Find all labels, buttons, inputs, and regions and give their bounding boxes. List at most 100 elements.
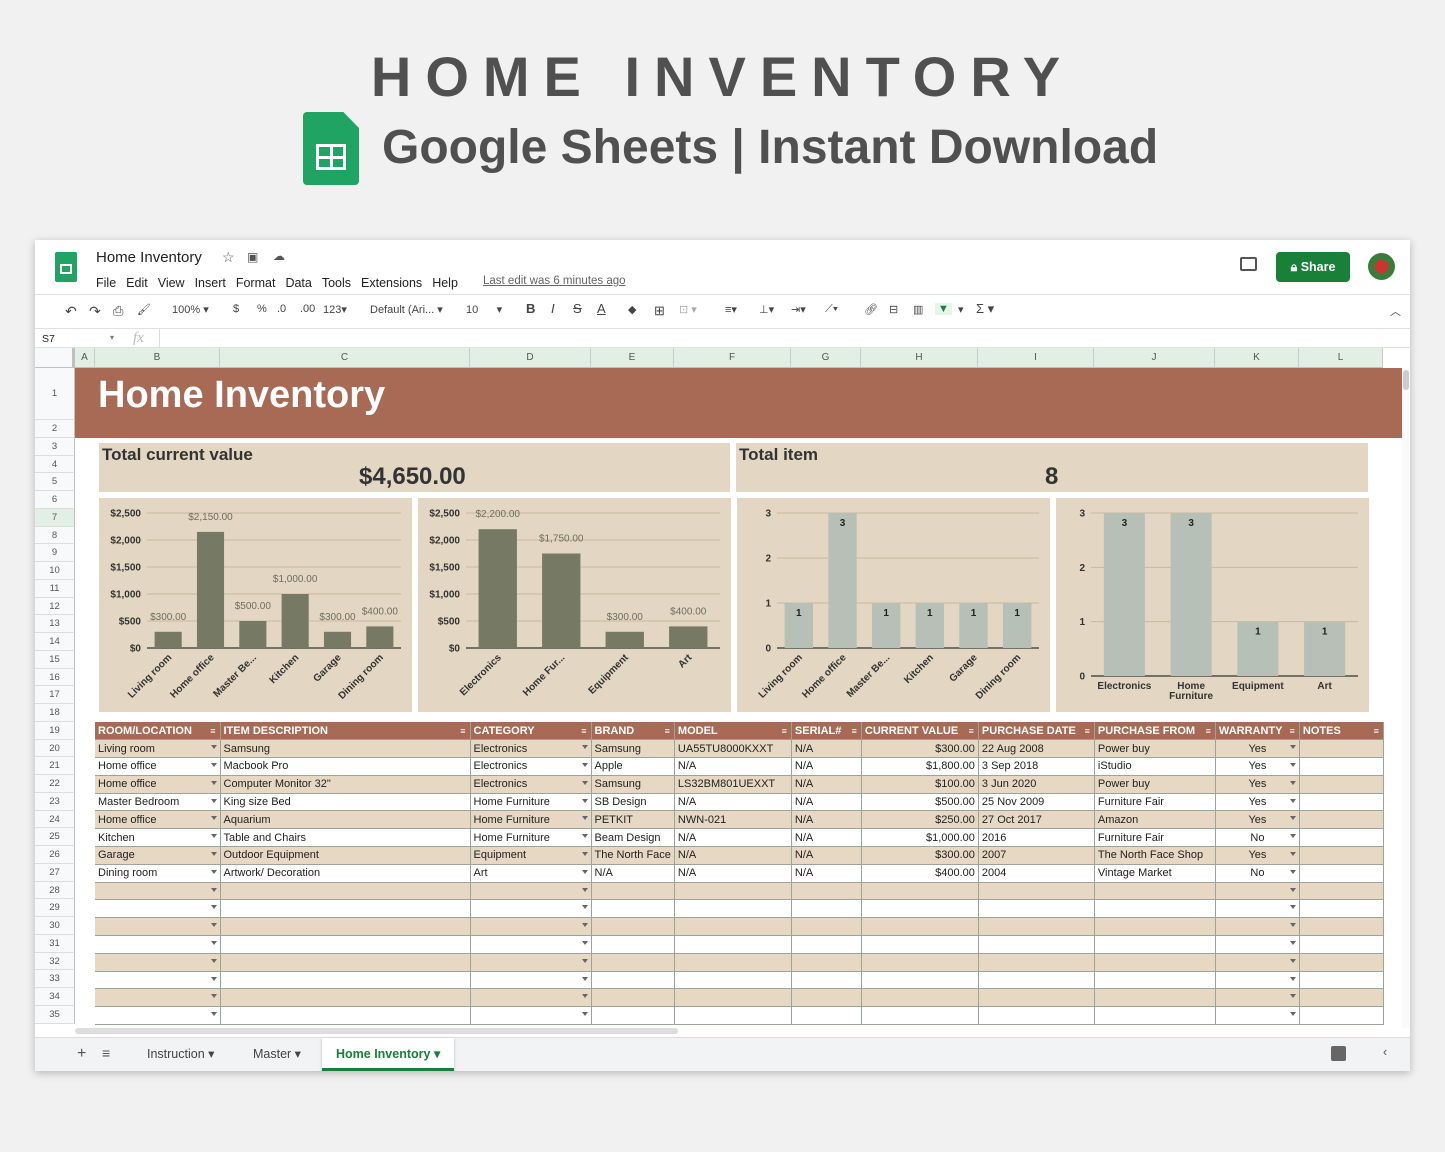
collapse-side-icon[interactable]: ‹ [1383, 1045, 1388, 1059]
cell-room-location[interactable] [95, 1006, 221, 1026]
cell-brand[interactable] [591, 935, 675, 954]
cell-category[interactable] [470, 935, 592, 954]
dropdown-icon[interactable] [1289, 905, 1296, 910]
cell-notes[interactable] [1299, 917, 1384, 937]
row-header-25[interactable]: 25 [35, 828, 75, 846]
cell-room-location[interactable]: Home office [95, 775, 221, 794]
filter-icon[interactable]: ≡ [1084, 726, 1090, 736]
cell-model[interactable] [674, 988, 792, 1008]
cell-room-location[interactable]: Garage [95, 846, 221, 865]
cell-room-location[interactable] [95, 899, 221, 919]
chevron-down-icon[interactable]: ▾ [204, 1047, 215, 1061]
dropdown-icon[interactable] [1289, 941, 1296, 946]
column-header-cell[interactable]: WARRANTY ≡ [1215, 722, 1300, 741]
cell-room-location[interactable]: Home office [95, 757, 221, 776]
comment-icon[interactable]: ⊟ [889, 304, 899, 316]
cell-item-description[interactable] [220, 1006, 471, 1026]
dropdown-icon[interactable] [581, 798, 588, 803]
strikethrough-button[interactable]: S [573, 301, 582, 316]
dropdown-icon[interactable] [210, 745, 217, 750]
filter-icon[interactable]: ≡ [968, 726, 974, 736]
corner-cell[interactable] [35, 348, 75, 368]
increase-decimal-button[interactable]: .00 [300, 303, 316, 315]
dropdown-icon[interactable] [1289, 1012, 1296, 1017]
cell-notes[interactable] [1299, 757, 1384, 776]
comments-icon[interactable] [1240, 257, 1257, 271]
cell-model[interactable] [674, 1006, 792, 1026]
cell-brand[interactable] [591, 882, 675, 901]
row-header-2[interactable]: 2 [35, 420, 75, 438]
cell-room-location[interactable] [95, 917, 221, 937]
cell-category[interactable] [470, 882, 592, 901]
cell-purchase-from[interactable]: Power buy [1094, 739, 1216, 759]
dropdown-icon[interactable] [210, 780, 217, 785]
column-header-I[interactable]: I [978, 348, 1094, 368]
cell-room-location[interactable] [95, 971, 221, 990]
bar[interactable] [1237, 621, 1279, 676]
undo-icon[interactable]: ↶ [65, 303, 77, 319]
dropdown-icon[interactable] [581, 780, 588, 785]
cell-serial-[interactable] [791, 953, 862, 972]
menu-tools[interactable]: Tools [321, 276, 352, 290]
cell-purchase-date[interactable] [978, 935, 1095, 954]
dropdown-icon[interactable] [210, 976, 217, 981]
valign-icon[interactable]: ⊥▾ [759, 304, 775, 316]
cell-purchase-date[interactable] [978, 899, 1095, 919]
total-item-card[interactable]: Total item 8 [736, 443, 1368, 492]
cell-brand[interactable] [591, 988, 675, 1008]
row-header-6[interactable]: 6 [35, 491, 75, 509]
bar[interactable] [323, 631, 352, 648]
cell-current-value[interactable] [861, 971, 979, 990]
row-header-17[interactable]: 17 [35, 686, 75, 704]
cell-brand[interactable] [591, 971, 675, 990]
filter-icon[interactable]: ≡ [664, 726, 670, 736]
bar[interactable] [542, 553, 581, 649]
cell-warranty[interactable]: Yes [1215, 757, 1300, 776]
row-header-16[interactable]: 16 [35, 668, 75, 687]
avatar[interactable] [1368, 253, 1395, 280]
menu-data[interactable]: Data [285, 276, 312, 290]
share-button[interactable]: 🔒︎ Share [1276, 252, 1350, 282]
cloud-status-icon[interactable]: ☁ [273, 249, 285, 263]
dropdown-icon[interactable] [210, 816, 217, 821]
italic-button[interactable]: I [551, 301, 555, 316]
row-header-4[interactable]: 4 [35, 455, 75, 474]
cell-notes[interactable] [1299, 953, 1384, 972]
cell-category[interactable]: Electronics [470, 739, 592, 759]
cell-notes[interactable] [1299, 793, 1384, 812]
dropdown-icon[interactable] [1289, 976, 1296, 981]
row-header-29[interactable]: 29 [35, 899, 75, 917]
cell-notes[interactable] [1299, 810, 1384, 830]
cell-purchase-from[interactable] [1094, 1006, 1216, 1026]
cell-notes[interactable] [1299, 864, 1384, 883]
bar[interactable] [1304, 621, 1346, 676]
dropdown-icon[interactable] [210, 1012, 217, 1017]
column-header-cell[interactable]: ITEM DESCRIPTION ≡ [220, 722, 471, 741]
column-header-K[interactable]: K [1215, 348, 1299, 368]
cell-warranty[interactable]: Yes [1215, 793, 1300, 812]
dropdown-icon[interactable] [210, 905, 217, 910]
cell-warranty[interactable] [1215, 953, 1300, 972]
cell-category[interactable]: Home Furniture [470, 810, 592, 830]
cell-category[interactable] [470, 1006, 592, 1026]
column-header-cell[interactable]: CATEGORY ≡ [470, 722, 592, 741]
filter-icon[interactable]: ≡ [210, 726, 216, 736]
cell-model[interactable]: N/A [674, 846, 792, 865]
merge-cells-icon[interactable]: ⊡ ▾ [679, 304, 697, 316]
cell-current-value[interactable]: $100.00 [861, 775, 979, 794]
dropdown-icon[interactable] [210, 869, 217, 874]
sheet-tab-home-inventory[interactable]: Home Inventory ▾ [322, 1038, 455, 1071]
number-format-select[interactable]: 123▾ [323, 304, 347, 316]
column-header-cell[interactable]: MODEL ≡ [674, 722, 792, 741]
cell-current-value[interactable] [861, 1006, 979, 1026]
column-header-J[interactable]: J [1094, 348, 1215, 368]
cell-serial-[interactable] [791, 1006, 862, 1026]
column-header-cell[interactable]: PURCHASE FROM ≡ [1094, 722, 1216, 741]
cell-brand[interactable]: PETKIT [591, 810, 675, 830]
cell-item-description[interactable] [220, 899, 471, 919]
dropdown-icon[interactable] [581, 763, 588, 768]
font-select[interactable]: Default (Ari... ▾ [370, 304, 443, 316]
cell-purchase-date[interactable]: 27 Oct 2017 [978, 810, 1095, 830]
filter-views-icon[interactable]: ▾ [958, 304, 964, 316]
row-header-13[interactable]: 13 [35, 615, 75, 633]
